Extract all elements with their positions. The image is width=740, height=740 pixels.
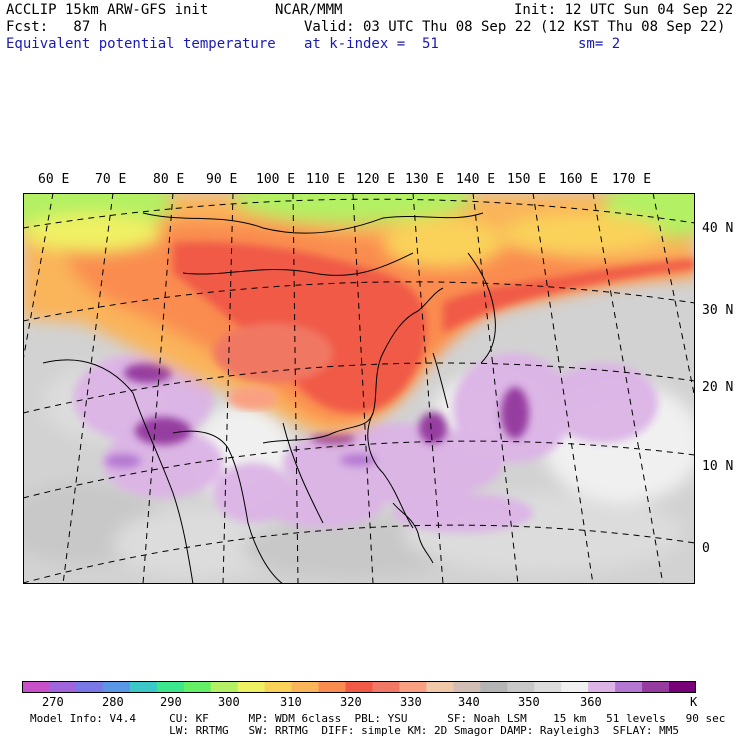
colorbar-swatch bbox=[588, 681, 616, 693]
lon-label: 70 E bbox=[95, 172, 127, 187]
colorbar-swatch bbox=[291, 681, 320, 693]
colorbar-swatch bbox=[669, 681, 696, 693]
colorbar-tick: 270 bbox=[42, 695, 64, 709]
colorbar-swatch bbox=[264, 681, 293, 693]
lon-label: 120 E bbox=[356, 172, 396, 187]
colorbar-swatch bbox=[129, 681, 158, 693]
colorbar-frame bbox=[22, 681, 696, 693]
colorbar-swatch bbox=[642, 681, 670, 693]
colorbar-tick: 350 bbox=[518, 695, 540, 709]
colorbar-swatch bbox=[372, 681, 400, 693]
colorbar-tick: 300 bbox=[218, 695, 240, 709]
colorbar-swatch bbox=[453, 681, 481, 693]
lon-label: 110 E bbox=[306, 172, 346, 187]
purple-cores bbox=[105, 363, 529, 468]
lon-label: 60 E bbox=[38, 172, 70, 187]
lat-label: 0 bbox=[702, 541, 710, 556]
lon-label: 160 E bbox=[559, 172, 599, 187]
map-frame bbox=[23, 193, 695, 584]
model-info-line2: LW: RRTMG SW: RRTMG DIFF: simple KM: 2D … bbox=[30, 724, 680, 737]
coastlines bbox=[42, 212, 496, 584]
lat-label: 40 N bbox=[702, 221, 734, 236]
colorbar-tick: 330 bbox=[400, 695, 422, 709]
colorbar-swatch bbox=[399, 681, 427, 693]
lon-label: 90 E bbox=[206, 172, 238, 187]
warm-field bbox=[23, 193, 695, 434]
model-title: ACCLIP 15km ARW-GFS init bbox=[6, 2, 209, 18]
colorbar-swatch bbox=[345, 681, 373, 693]
colorbar-swatch bbox=[183, 681, 212, 693]
colorbar-swatch bbox=[75, 681, 104, 693]
colorbar-unit: K bbox=[690, 695, 698, 709]
colorbar-tick: 360 bbox=[580, 695, 602, 709]
lat-label: 10 N bbox=[702, 459, 734, 474]
colorbar-swatch bbox=[318, 681, 347, 693]
colorbar-swatch bbox=[48, 681, 77, 693]
colorbar-tick: 320 bbox=[340, 695, 362, 709]
colorbar-swatch bbox=[615, 681, 643, 693]
lon-label: 100 E bbox=[256, 172, 296, 187]
lon-label: 80 E bbox=[153, 172, 185, 187]
colorbar-swatch bbox=[507, 681, 535, 693]
colorbar-swatch bbox=[561, 681, 589, 693]
lon-label: 130 E bbox=[405, 172, 445, 187]
graticule bbox=[23, 193, 695, 584]
colorbar-swatch bbox=[426, 681, 454, 693]
colorbar-swatch bbox=[237, 681, 266, 693]
colorbar-tick: 310 bbox=[280, 695, 302, 709]
theta-e-map bbox=[23, 193, 695, 584]
colorbar-swatch bbox=[480, 681, 508, 693]
colorbar-tick: 340 bbox=[458, 695, 480, 709]
lon-label: 150 E bbox=[507, 172, 547, 187]
colorbar-swatch bbox=[210, 681, 239, 693]
field-name: Equivalent potential temperature bbox=[6, 36, 276, 52]
model-info-line1: Model Info: V4.4 CU: KF MP: WDM 6class P… bbox=[30, 712, 726, 725]
lon-label: 140 E bbox=[456, 172, 496, 187]
colorbar-swatch bbox=[102, 681, 131, 693]
center-name: NCAR/MMM bbox=[275, 2, 343, 18]
init-time: Init: 12 UTC Sun 04 Sep 22 bbox=[514, 2, 734, 18]
lon-label: 170 E bbox=[612, 172, 652, 187]
smoothing: sm= 2 bbox=[578, 36, 621, 52]
colorbar-swatch bbox=[534, 681, 562, 693]
colorbar-tick: 280 bbox=[102, 695, 124, 709]
valid-time: Valid: 03 UTC Thu 08 Sep 22 (12 KST Thu … bbox=[304, 19, 726, 35]
lat-label: 30 N bbox=[702, 303, 734, 318]
level-index: at k-index = 51 bbox=[304, 36, 439, 52]
colorbar-tick: 290 bbox=[160, 695, 182, 709]
forecast-hour: Fcst: 87 h bbox=[6, 19, 108, 35]
lat-label: 20 N bbox=[702, 380, 734, 395]
colorbar-swatch bbox=[156, 681, 185, 693]
colorbar-swatch bbox=[22, 681, 50, 693]
colorbar bbox=[22, 681, 696, 693]
